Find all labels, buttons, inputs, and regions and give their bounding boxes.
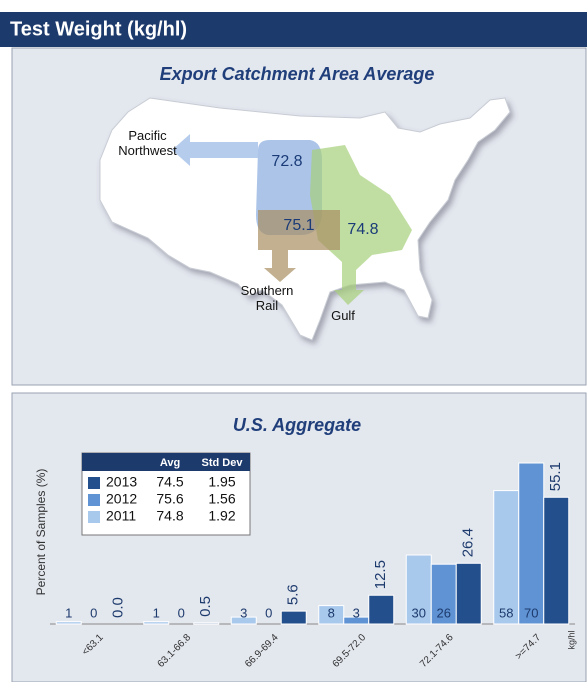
value-label: 12.5 — [372, 560, 389, 589]
value-label: 0.0 — [110, 597, 127, 618]
region-value: 72.8 — [271, 153, 303, 170]
value-label: 3 — [240, 605, 247, 620]
bar — [368, 594, 395, 625]
header-bar — [0, 12, 587, 47]
value-label: 26 — [437, 605, 451, 620]
y-axis-label: Percent of Samples (%) — [34, 469, 48, 596]
map-title: Export Catchment Area Average — [160, 64, 435, 84]
bar — [518, 462, 545, 625]
chart-panel — [11, 392, 587, 682]
header-title: Test Weight (kg/hl) — [10, 18, 187, 40]
bar — [193, 622, 220, 625]
bar — [455, 562, 482, 625]
region-value: 74.8 — [347, 221, 379, 238]
value-label: 0 — [265, 605, 272, 620]
bar — [318, 605, 345, 625]
legend-std: 1.56 — [208, 491, 235, 507]
value-label: 55.1 — [547, 462, 564, 491]
bar — [430, 563, 457, 625]
value-label: 5.6 — [285, 584, 302, 605]
region-name: Gulf — [331, 308, 355, 323]
bar — [280, 610, 307, 625]
bar — [55, 621, 82, 625]
value-label: 30 — [412, 605, 426, 620]
value-label: 0 — [178, 605, 185, 620]
legend-avg: 74.5 — [156, 474, 183, 490]
value-label: 3 — [353, 605, 360, 620]
legend-header — [82, 453, 250, 471]
legend-avg: 74.8 — [156, 508, 183, 524]
bar — [543, 496, 570, 625]
chart-title: U.S. Aggregate — [233, 415, 361, 435]
rail-area — [258, 210, 340, 282]
bar — [230, 616, 257, 625]
x-unit: kg/hl — [566, 630, 576, 649]
legend-label: 2012 — [106, 491, 137, 507]
region-name: Southern Rail — [240, 283, 294, 313]
legend-swatch — [88, 511, 100, 523]
value-label: 1 — [153, 605, 160, 620]
gulf-area — [310, 145, 412, 305]
legend-label: 2011 — [106, 508, 136, 524]
value-label: 0.5 — [197, 596, 214, 617]
bar — [405, 554, 432, 625]
legend-swatch — [88, 477, 100, 489]
legend-column: Std Dev — [202, 457, 244, 469]
value-label: 1 — [65, 605, 72, 620]
pnw-arrow — [172, 134, 258, 166]
legend-column: Avg — [160, 457, 180, 469]
legend-label: 2013 — [106, 474, 137, 490]
region-name: Pacific Northwest — [118, 128, 177, 158]
legend-swatch — [88, 494, 100, 506]
bar — [143, 621, 170, 625]
legend-std: 1.95 — [208, 474, 235, 490]
bar — [493, 490, 520, 625]
value-label: 8 — [328, 605, 335, 620]
legend-avg: 75.6 — [156, 491, 183, 507]
value-label: 58 — [499, 605, 513, 620]
region-value: 75.1 — [283, 217, 315, 234]
legend-std: 1.92 — [208, 508, 235, 524]
value-label: 0 — [90, 605, 97, 620]
value-label: 26.4 — [460, 528, 477, 557]
value-label: 70 — [524, 605, 538, 620]
